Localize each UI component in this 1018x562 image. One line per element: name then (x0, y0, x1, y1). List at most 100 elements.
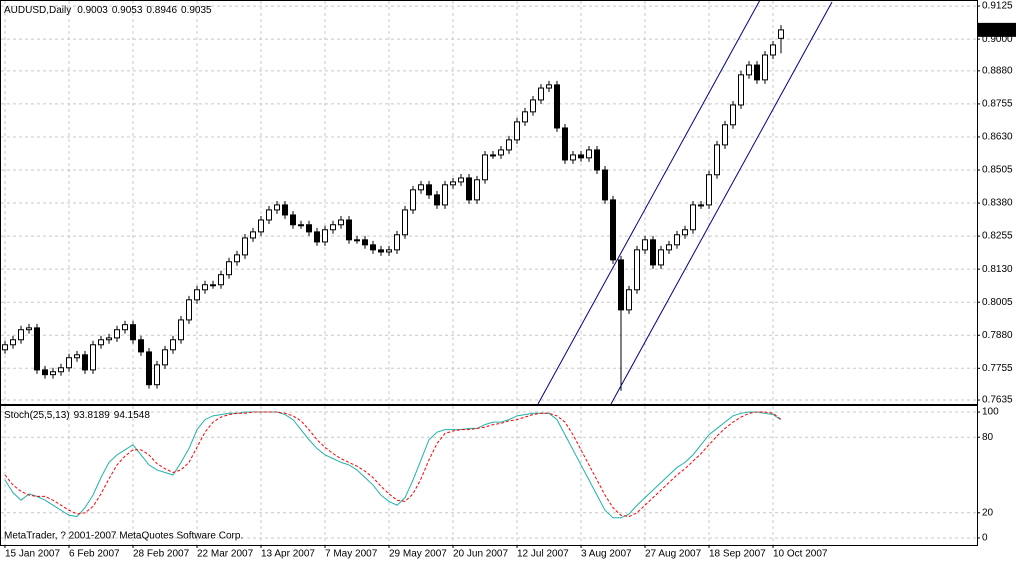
x-tick-label: 3 Aug 2007 (581, 549, 632, 560)
last-close: 0.9035 (181, 5, 212, 16)
candle-body (698, 204, 704, 207)
candle-body (250, 231, 256, 239)
grid (1, 1, 977, 545)
x-tick-label: 27 Aug 2007 (645, 549, 702, 560)
y-tick-label: 0.8505 (982, 165, 1013, 176)
x-tick-label: 18 Sep 2007 (709, 549, 766, 560)
candle-body (362, 239, 368, 246)
x-tick-label: 22 Mar 2007 (197, 549, 254, 560)
candle-body (490, 154, 496, 157)
candle-body (210, 284, 216, 287)
x-tick-label: 13 Apr 2007 (261, 549, 315, 560)
candle-body (34, 327, 40, 371)
price-marker-label: 0.9035 (982, 25, 1013, 36)
candle-body (18, 329, 24, 341)
candle-body (290, 214, 296, 226)
candle-body (458, 177, 464, 183)
y-tick-label: 0.7880 (982, 330, 1013, 341)
candle-body (730, 104, 736, 126)
candle-body (642, 239, 648, 251)
candle-body (42, 369, 48, 376)
stoch-header: Stoch(25,5,13) 93.8189 94.1548 (4, 410, 150, 421)
candle-body (178, 319, 184, 341)
candle-body (106, 337, 112, 341)
candle-body (2, 344, 8, 351)
candle-body (514, 121, 520, 141)
y-tick-label: 0.8380 (982, 198, 1013, 209)
y-tick-label: 0 (982, 533, 988, 544)
candle-body (530, 99, 536, 113)
candle-body (546, 84, 552, 89)
candle-body (410, 189, 416, 211)
x-tick-label: 10 Oct 2007 (773, 549, 828, 560)
stoch-signal-last: 94.1548 (114, 410, 151, 421)
candle-body (506, 139, 512, 151)
candle-body (258, 219, 264, 233)
y-tick-label: 0.8880 (982, 65, 1013, 76)
candle-body (434, 194, 440, 206)
candle-body (298, 224, 304, 227)
candle-body (402, 209, 408, 236)
x-tick-label: 29 May 2007 (389, 549, 447, 560)
candle-body (98, 339, 104, 346)
candle-body (114, 329, 120, 339)
candle-body (474, 179, 480, 201)
candle-body (770, 44, 776, 56)
y-tick-label: 20 (982, 507, 994, 518)
stoch-main-last: 93.8189 (74, 410, 111, 421)
price-header: AUDUSD,Daily 0.9003 0.9053 0.8946 0.9035 (4, 5, 212, 16)
x-tick-label: 7 May 2007 (325, 549, 378, 560)
y-tick-label: 0.8255 (982, 231, 1013, 242)
candle-body (354, 239, 360, 242)
x-tick-label: 6 Feb 2007 (69, 549, 120, 560)
candle-body (306, 224, 312, 233)
channel-lower (610, 1, 833, 405)
candle-body (450, 181, 456, 186)
marks (2, 25, 784, 519)
candle-body (394, 234, 400, 251)
candle-body (498, 149, 504, 156)
candle-body (338, 219, 344, 226)
x-tick-label: 12 Jul 2007 (517, 549, 569, 560)
candle-body (274, 204, 280, 211)
candle-body (666, 244, 672, 251)
candle-body (186, 299, 192, 321)
candle-body (466, 177, 472, 201)
candle-body (522, 111, 528, 123)
candle-body (634, 249, 640, 291)
candle-body (626, 289, 632, 311)
candle-body (154, 364, 160, 386)
y-tick-label: 0.8130 (982, 264, 1013, 275)
candle-body (82, 354, 88, 371)
candle-body (322, 229, 328, 243)
candle-body (682, 229, 688, 236)
candle-body (282, 204, 288, 216)
candle-body (442, 184, 448, 206)
y-tick-label: 0.9000 (982, 34, 1013, 45)
candle-body (58, 367, 64, 373)
candle-body (90, 344, 96, 371)
candle-body (314, 231, 320, 243)
candle-body (386, 249, 392, 253)
x-tick-label: 20 Jun 2007 (453, 549, 508, 560)
y-tick-label: 0.8630 (982, 132, 1013, 143)
candle-body (754, 64, 760, 81)
candle-body (586, 149, 592, 159)
candle-body (570, 154, 576, 161)
candle-body (482, 154, 488, 181)
candle-body (218, 274, 224, 286)
stoch-line (4, 411, 782, 519)
candle-body (170, 339, 176, 351)
candle-body (418, 184, 424, 191)
candle-body (138, 339, 144, 353)
candle-body (378, 249, 384, 253)
stoch-panel-frame (0, 405, 978, 546)
y-tick-label: 0.8755 (982, 99, 1013, 110)
stoch-title: Stoch(25,5,13) (4, 410, 70, 421)
candle-body (746, 64, 752, 76)
candle-body (554, 84, 560, 129)
last-high: 0.9053 (112, 5, 143, 16)
candle-body (594, 149, 600, 171)
candle-body (202, 284, 208, 291)
